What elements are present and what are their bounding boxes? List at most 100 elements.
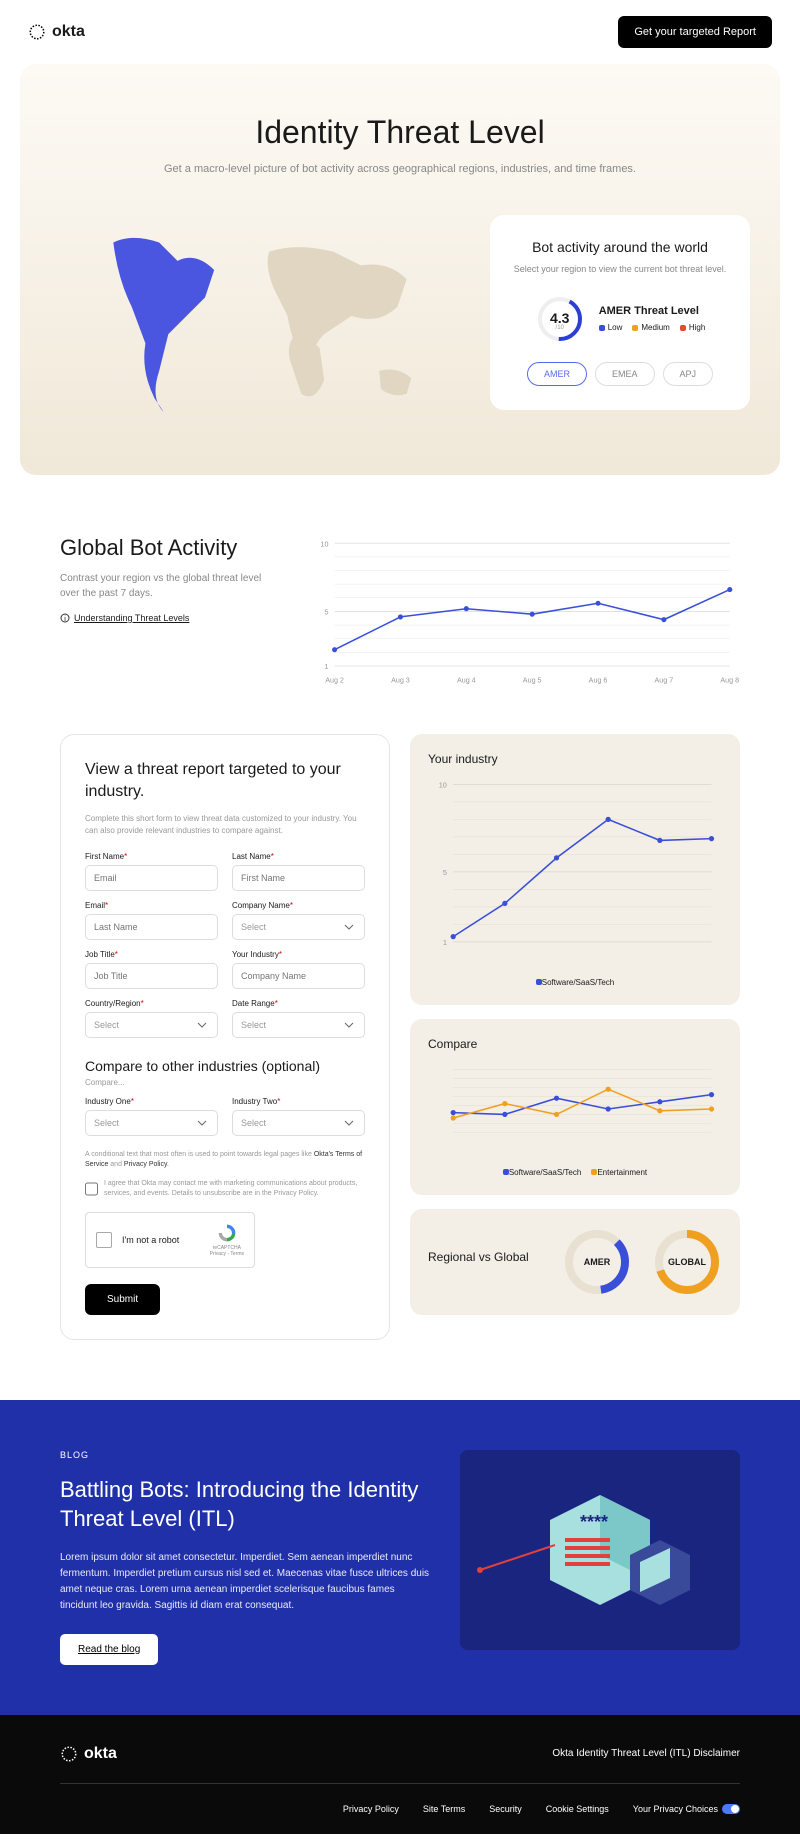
job-title-input[interactable] xyxy=(85,963,218,989)
captcha-badge: reCAPTCHA Privacy - Terms xyxy=(210,1223,244,1257)
company-label: Company Name* xyxy=(232,901,365,910)
toggle-icon xyxy=(722,1804,740,1814)
privacy-choices[interactable]: Your Privacy Choices xyxy=(633,1804,740,1814)
industry-one-label: Industry One* xyxy=(85,1097,218,1106)
legal-text: A conditional text that most often is us… xyxy=(85,1150,365,1171)
industry-two-select[interactable]: Select xyxy=(232,1110,365,1136)
svg-text:5: 5 xyxy=(324,609,328,617)
svg-text:Aug 6: Aug 6 xyxy=(589,676,608,684)
footer-logo-icon xyxy=(60,1745,78,1763)
blog-section: BLOG Battling Bots: Introducing the Iden… xyxy=(0,1400,800,1714)
industry-chart: 1510 xyxy=(428,776,722,965)
footer: okta Okta Identity Threat Level (ITL) Di… xyxy=(0,1715,800,1834)
first-name-input[interactable] xyxy=(85,865,218,891)
industry-chart-card: Your industry 1510 Software/SaaS/Tech xyxy=(410,734,740,1005)
global-title: Global Bot Activity xyxy=(60,535,270,561)
consent-input[interactable] xyxy=(85,1180,98,1199)
industry-one-select[interactable]: Select xyxy=(85,1110,218,1136)
form-desc: Complete this short form to view threat … xyxy=(85,813,365,835)
date-range-label: Date Range* xyxy=(232,999,365,1008)
logo[interactable]: okta xyxy=(28,23,85,41)
form-charts-section: View a threat report targeted to your in… xyxy=(0,734,800,1401)
last-name-label: Last Name* xyxy=(232,852,365,861)
global-desc: Contrast your region vs the global threa… xyxy=(60,571,270,601)
job-title-label: Job Title* xyxy=(85,950,218,959)
compare-title: Compare to other industries (optional) xyxy=(85,1058,365,1074)
logo-text: okta xyxy=(52,23,85,41)
svg-text:10: 10 xyxy=(439,780,447,789)
compare-chart xyxy=(428,1061,722,1156)
industry-label: Your Industry* xyxy=(232,950,365,959)
svg-text:1: 1 xyxy=(324,663,328,671)
form-card: View a threat report targeted to your in… xyxy=(60,734,390,1341)
footer-disclaimer: Okta Identity Threat Level (ITL) Disclai… xyxy=(552,1748,740,1759)
hero-subtitle: Get a macro-level picture of bot activit… xyxy=(50,163,750,175)
hero-section: Identity Threat Level Get a macro-level … xyxy=(20,64,780,475)
card-subtitle: Select your region to view the current b… xyxy=(510,263,730,276)
region-tab-emea[interactable]: EMEA xyxy=(595,362,655,386)
regional-chart-title: Regional vs Global xyxy=(428,1250,542,1264)
footer-link-terms[interactable]: Site Terms xyxy=(423,1804,465,1814)
country-label: Country/Region* xyxy=(85,999,218,1008)
blog-tag: BLOG xyxy=(60,1450,430,1460)
donut-amer: AMER xyxy=(562,1227,632,1297)
global-chart: 1510Aug 2Aug 3Aug 4Aug 5Aug 6Aug 7Aug 8 xyxy=(310,535,740,694)
blog-illustration: **** xyxy=(460,1450,740,1650)
industry-chart-title: Your industry xyxy=(428,752,722,766)
svg-text:Aug 7: Aug 7 xyxy=(655,676,674,684)
world-map[interactable] xyxy=(50,215,470,435)
threat-card: Bot activity around the world Select you… xyxy=(490,215,750,410)
recaptcha[interactable]: I'm not a robot reCAPTCHA Privacy - Term… xyxy=(85,1212,255,1268)
region-tabs: AMER EMEA APJ xyxy=(510,362,730,386)
donut-global: GLOBAL xyxy=(652,1227,722,1297)
svg-text:1: 1 xyxy=(443,938,447,947)
industry-input[interactable] xyxy=(232,963,365,989)
header: okta Get your targeted Report xyxy=(0,0,800,64)
svg-text:5: 5 xyxy=(443,868,447,877)
consent-checkbox[interactable]: I agree that Okta may contact me with ma… xyxy=(85,1179,365,1199)
submit-button[interactable]: Submit xyxy=(85,1284,160,1315)
date-range-select[interactable]: Select xyxy=(232,1012,365,1038)
first-name-label: First Name* xyxy=(85,852,218,861)
threat-gauge: 4.3 /10 xyxy=(535,294,585,344)
svg-text:****: **** xyxy=(580,1512,608,1532)
captcha-checkbox[interactable] xyxy=(96,1232,112,1248)
country-select[interactable]: Select xyxy=(85,1012,218,1038)
card-title: Bot activity around the world xyxy=(510,239,730,255)
threat-legend: Low Medium High xyxy=(599,323,706,332)
footer-link-privacy[interactable]: Privacy Policy xyxy=(343,1804,399,1814)
privacy-link[interactable]: Privacy Policy xyxy=(124,1161,167,1168)
blog-button[interactable]: Read the blog xyxy=(60,1634,158,1665)
regional-chart-card: Regional vs Global AMER GLOBAL xyxy=(410,1209,740,1315)
svg-text:Aug 5: Aug 5 xyxy=(523,676,542,684)
captcha-label: I'm not a robot xyxy=(122,1235,179,1245)
svg-text:Aug 2: Aug 2 xyxy=(325,676,344,684)
understanding-link[interactable]: iUnderstanding Threat Levels xyxy=(60,613,270,623)
gauge-value: 4.3 xyxy=(550,310,569,326)
logo-icon xyxy=(28,23,46,41)
email-input[interactable] xyxy=(85,914,218,940)
footer-link-security[interactable]: Security xyxy=(489,1804,522,1814)
info-icon: i xyxy=(60,613,70,623)
footer-logo[interactable]: okta xyxy=(60,1745,117,1763)
footer-link-cookies[interactable]: Cookie Settings xyxy=(546,1804,609,1814)
svg-text:Aug 4: Aug 4 xyxy=(457,676,476,684)
svg-text:10: 10 xyxy=(320,540,328,548)
compare-sub: Compare... xyxy=(85,1078,365,1087)
blog-title: Battling Bots: Introducing the Identity … xyxy=(60,1476,430,1533)
global-activity-section: Global Bot Activity Contrast your region… xyxy=(0,475,800,734)
region-tab-amer[interactable]: AMER xyxy=(527,362,587,386)
gauge-max: /10 xyxy=(556,325,564,331)
svg-text:Aug 3: Aug 3 xyxy=(391,676,410,684)
cta-button[interactable]: Get your targeted Report xyxy=(618,16,772,48)
compare-chart-title: Compare xyxy=(428,1037,722,1051)
region-tab-apj[interactable]: APJ xyxy=(663,362,714,386)
industry-two-label: Industry Two* xyxy=(232,1097,365,1106)
blog-body: Lorem ipsum dolor sit amet consectetur. … xyxy=(60,1550,430,1614)
footer-links: Privacy Policy Site Terms Security Cooki… xyxy=(60,1784,740,1814)
company-select[interactable]: Select xyxy=(232,914,365,940)
last-name-input[interactable] xyxy=(232,865,365,891)
form-title: View a threat report targeted to your in… xyxy=(85,759,365,804)
email-label: Email* xyxy=(85,901,218,910)
compare-chart-card: Compare Software/SaaS/Tech Entertainment xyxy=(410,1019,740,1196)
